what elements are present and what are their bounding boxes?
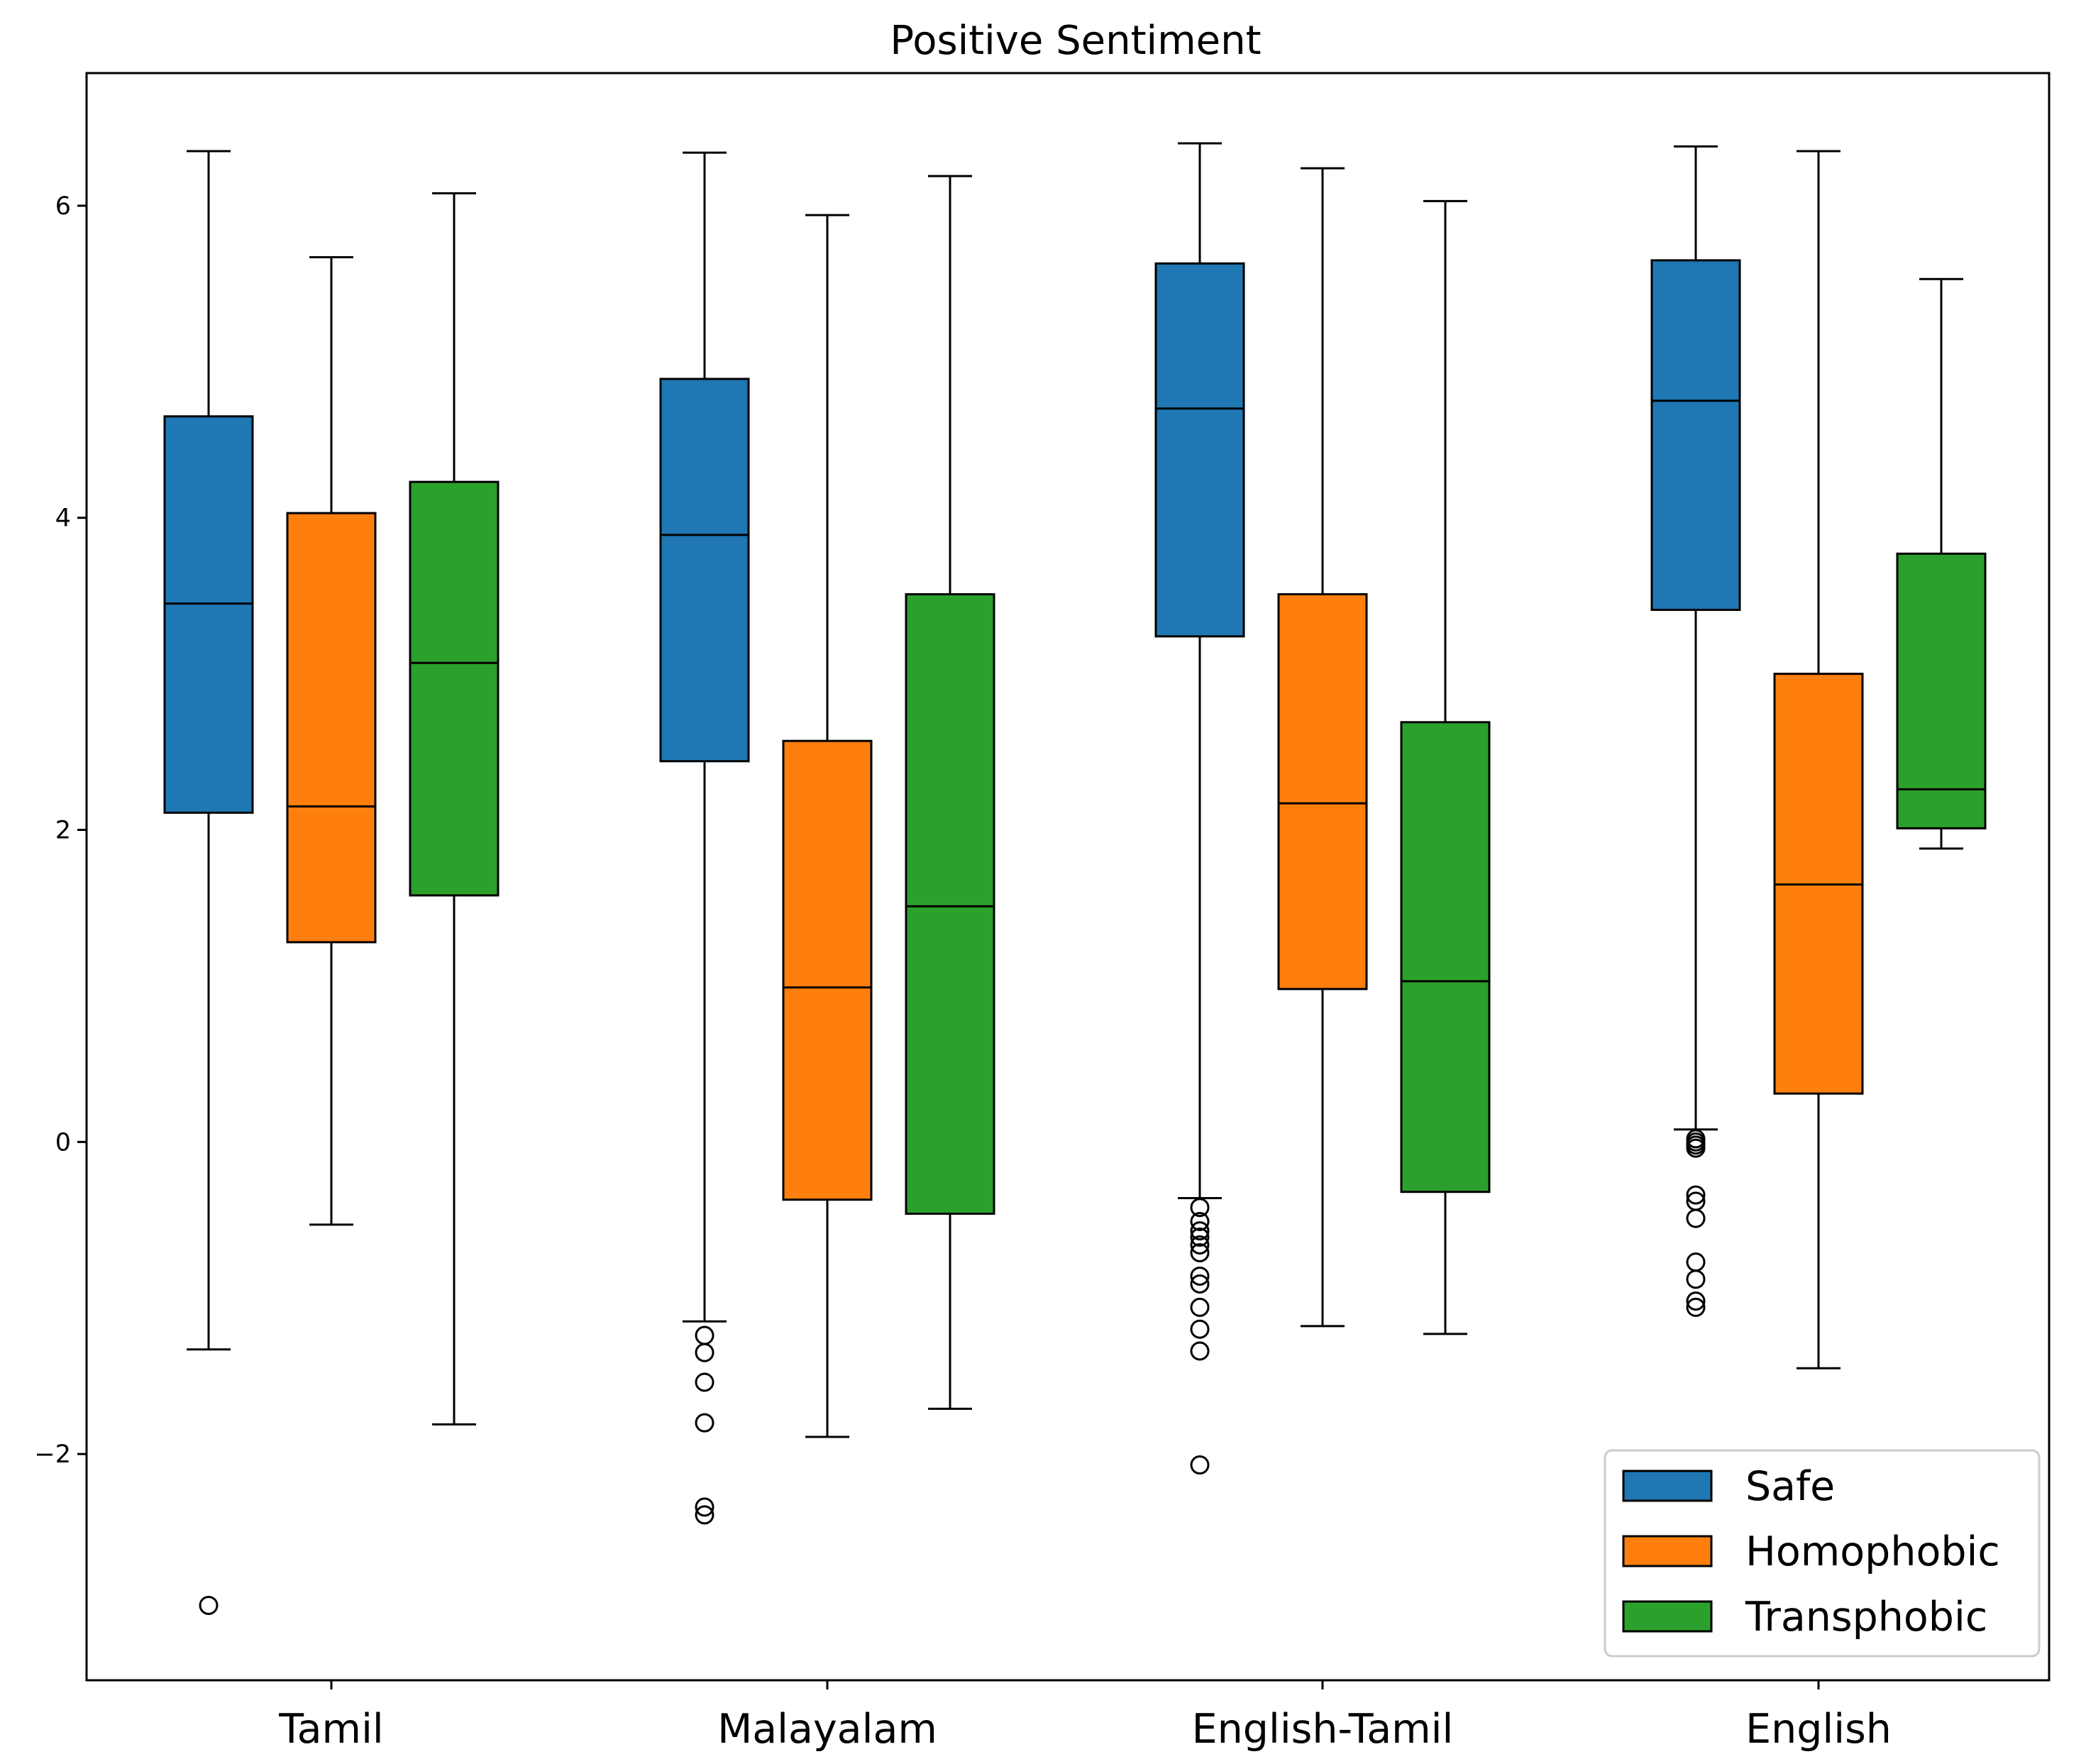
outlier-point [695, 1413, 714, 1433]
legend-swatch-transphobic [1622, 1600, 1713, 1633]
outlier-point [199, 1595, 219, 1615]
iqr-box [905, 592, 995, 1215]
outlier-point [1686, 1252, 1706, 1272]
x-tick-label: Tamil [278, 1706, 384, 1753]
outlier-point [1686, 1291, 1706, 1311]
iqr-box [163, 415, 254, 814]
outlier-point [1686, 1185, 1706, 1205]
outlier-point [1190, 1341, 1210, 1361]
plot-area: −2 0 2 4 6 Tamil Malayalam English-Tamil English [34, 72, 2051, 1753]
box-safe-english-tamil [1154, 142, 1245, 1475]
legend-swatch-safe [1622, 1470, 1713, 1502]
outlier-point [1190, 1198, 1210, 1218]
outlier-point [1190, 1227, 1210, 1247]
box-homophobic-tamil [286, 255, 377, 1226]
y-tick-label: 4 [55, 505, 71, 533]
outlier-point [1190, 1235, 1210, 1255]
y-tick-label: 0 [55, 1128, 71, 1157]
iqr-box [1896, 552, 1987, 829]
legend-label-safe: Safe [1745, 1463, 1835, 1510]
outlier-point [1190, 1242, 1210, 1262]
outlier-point [1190, 1221, 1210, 1241]
legend-label-homophobic: Homophobic [1745, 1528, 2000, 1575]
iqr-box [782, 739, 873, 1201]
box-transphobic-tamil [409, 192, 500, 1426]
iqr-box [1400, 721, 1491, 1194]
y-tick-label: 6 [55, 192, 71, 221]
x-tick-label: English [1745, 1706, 1892, 1753]
y-tick-label: 2 [55, 817, 71, 845]
outlier-point [1190, 1274, 1210, 1294]
box-homophobic-english-tamil [1277, 167, 1368, 1328]
legend: Safe Homophobic Transphobic [1604, 1449, 2041, 1658]
outlier-point [1686, 1208, 1706, 1228]
outlier-point [695, 1372, 714, 1392]
x-tick-label: Malayalam [717, 1706, 937, 1753]
outlier-point [695, 1497, 714, 1517]
outlier-point [695, 1505, 714, 1525]
legend-frame [1604, 1449, 2041, 1658]
iqr-box [409, 480, 500, 897]
box-safe-english [1650, 145, 1741, 1317]
x-tick-label: English-Tamil [1192, 1706, 1454, 1753]
box-transphobic-english [1896, 277, 1987, 850]
outlier-point [1190, 1266, 1210, 1286]
y-tick-label: −2 [34, 1440, 71, 1469]
box-safe-tamil [163, 150, 254, 1615]
iqr-box [286, 512, 377, 944]
outlier-point [1190, 1297, 1210, 1317]
box-homophobic-malayalam [782, 214, 873, 1438]
box-transphobic-english-tamil [1400, 199, 1491, 1335]
outlier-point [695, 1325, 714, 1345]
iqr-box [1154, 262, 1245, 638]
outlier-point [1686, 1138, 1706, 1158]
box-transphobic-malayalam [905, 175, 995, 1410]
iqr-box [659, 377, 750, 763]
iqr-box [1650, 259, 1741, 611]
outlier-point [1686, 1297, 1706, 1317]
outlier-point [1190, 1455, 1210, 1475]
outlier-point [1190, 1319, 1210, 1339]
box-safe-malayalam [659, 151, 750, 1525]
chart-title: Positive Sentiment [890, 18, 1261, 64]
legend-swatch-homophobic [1622, 1535, 1713, 1567]
outlier-point [1686, 1269, 1706, 1289]
iqr-box [1277, 592, 1368, 991]
outlier-point [695, 1343, 714, 1362]
legend-label-transphobic: Transphobic [1745, 1594, 1987, 1641]
axes-frame [85, 72, 2051, 1682]
outlier-point [1190, 1211, 1210, 1231]
box-homophobic-english [1773, 150, 1864, 1369]
